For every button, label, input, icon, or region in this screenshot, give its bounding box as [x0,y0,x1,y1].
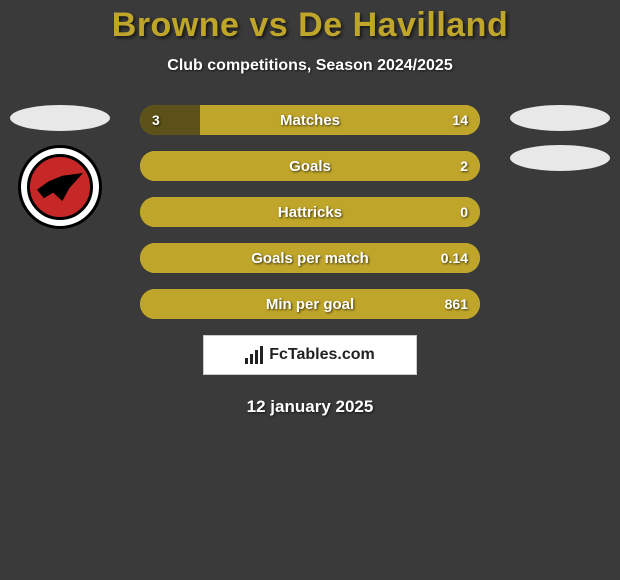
right-player-ellipse-1 [510,105,610,131]
stat-bar-row: Matches314 [140,105,480,135]
page-title: Browne vs De Havilland [0,0,620,45]
crest-inner [27,154,93,220]
bar-value-left: 3 [152,105,160,135]
left-player-ellipse [10,105,110,131]
bar-fill-right [140,289,480,319]
bar-value-right: 14 [452,105,468,135]
bar-value-right: 861 [445,289,468,319]
bar-value-right: 2 [460,151,468,181]
right-player-badges [510,105,610,171]
right-player-ellipse-2 [510,145,610,171]
bar-value-right: 0.14 [441,243,468,273]
bar-fill-right [140,151,480,181]
bar-fill-right [140,243,480,273]
subtitle: Club competitions, Season 2024/2025 [0,57,620,75]
bar-fill-right [140,197,480,227]
bar-value-right: 0 [460,197,468,227]
stat-bar-row: Min per goal861 [140,289,480,319]
bar-fill-right [200,105,480,135]
date-text: 12 january 2025 [0,397,620,417]
stat-bar-row: Goals2 [140,151,480,181]
comparison-infographic: Browne vs De Havilland Club competitions… [0,0,620,580]
stat-bars: Matches314Goals2Hattricks0Goals per matc… [140,105,480,319]
bar-chart-icon [245,346,263,364]
stat-bar-row: Hattricks0 [140,197,480,227]
content-area: Matches314Goals2Hattricks0Goals per matc… [0,105,620,417]
brand-text: FcTables.com [269,346,375,364]
left-player-badges [10,105,110,229]
left-club-crest [18,145,102,229]
brand-badge: FcTables.com [203,335,417,375]
swift-icon [37,173,83,201]
stat-bar-row: Goals per match0.14 [140,243,480,273]
bar-fill-left [140,105,200,135]
